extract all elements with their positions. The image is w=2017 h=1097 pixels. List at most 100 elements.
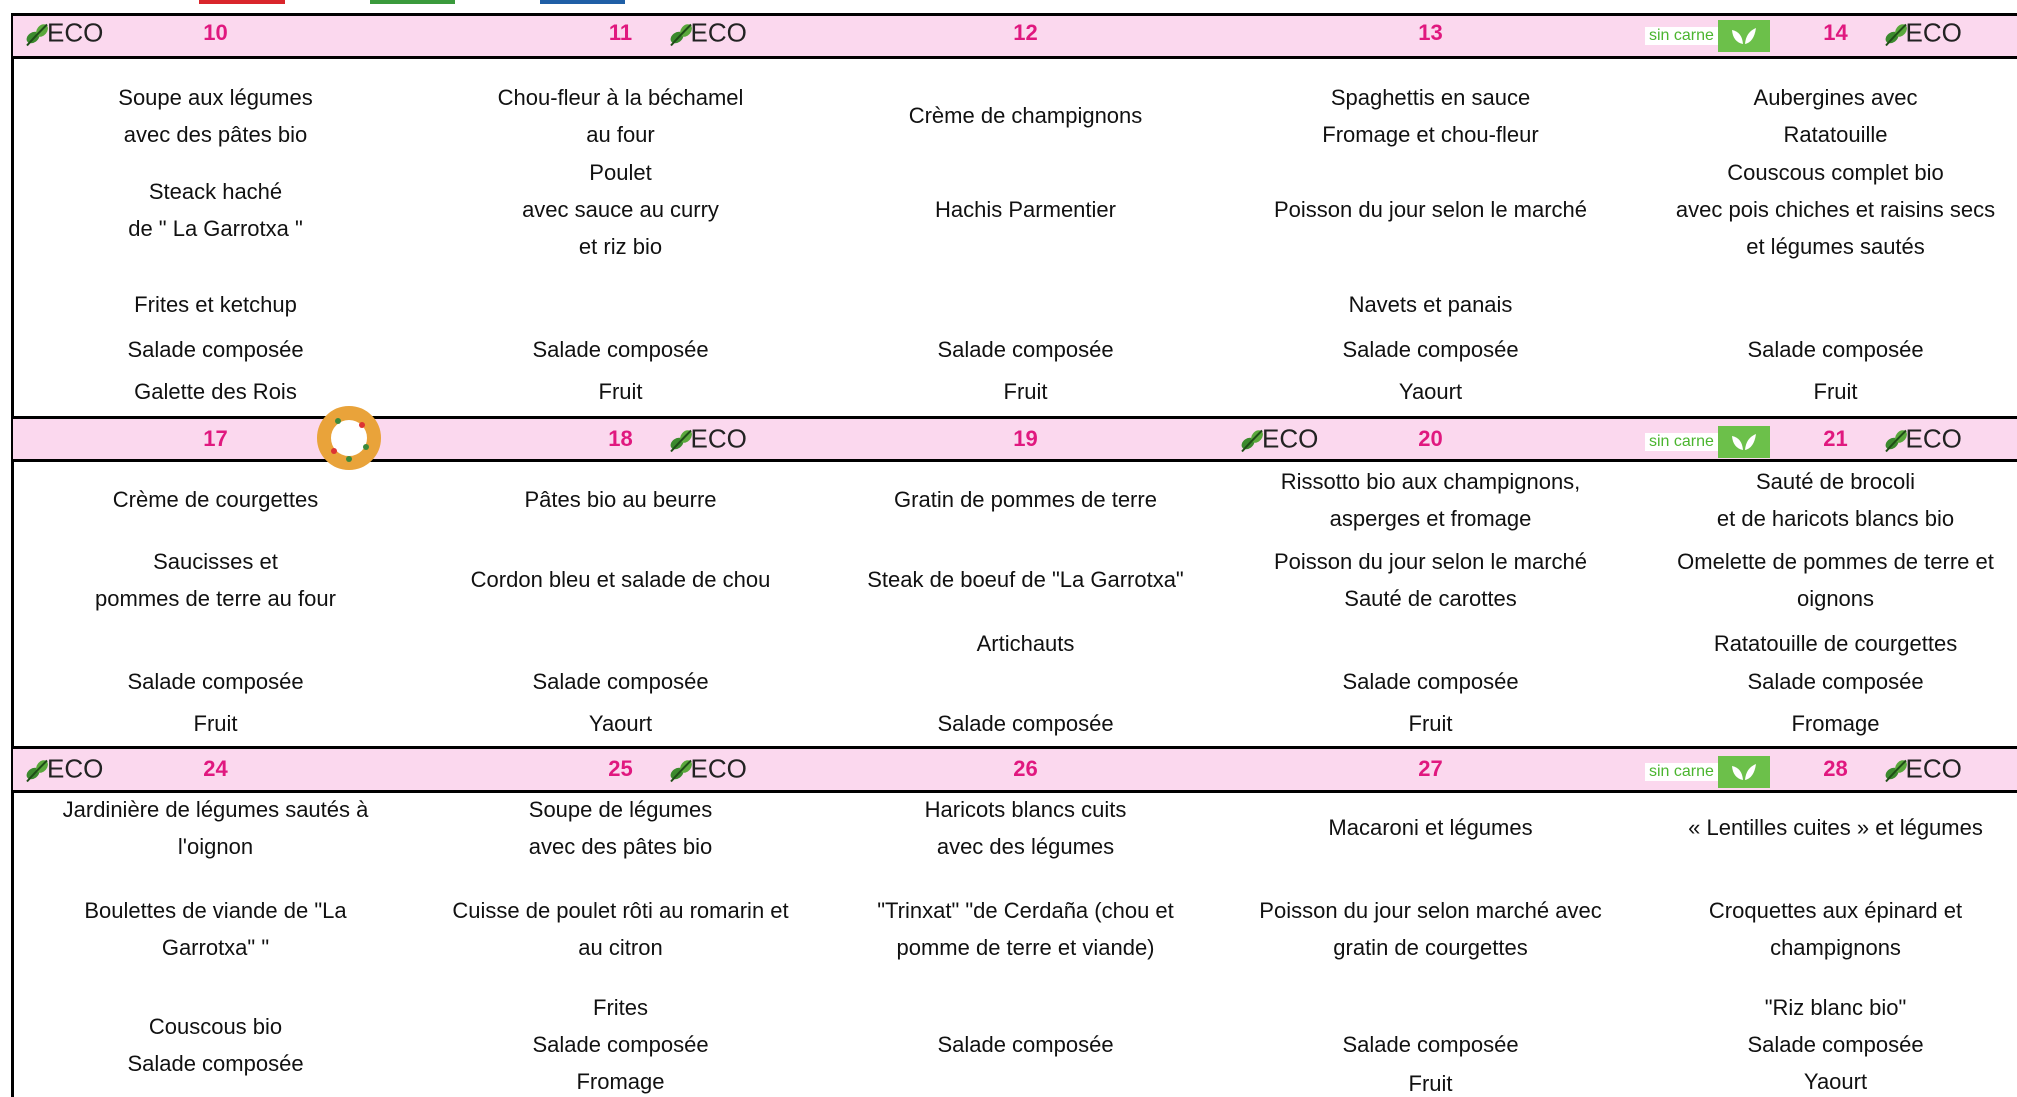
menu-item: Fruit: [598, 379, 643, 404]
menu-item: Salade composée: [937, 711, 1114, 736]
menu-item: Fruit: [1813, 379, 1858, 404]
menu-item: Sauté de carottes: [1344, 585, 1517, 611]
menu-item: Omelette de pommes de terre et: [1677, 548, 1994, 574]
menu-item: Salade composée: [532, 1032, 709, 1057]
menu-item: pomme de terre et viande): [896, 934, 1155, 960]
menu-item: et de haricots blancs bio: [1716, 505, 1955, 531]
sin-carne-badge: sin carne: [1645, 426, 1770, 458]
menu-item: Sauté de brocoli: [1756, 468, 1915, 494]
menu-item: Poisson du jour selon le marché: [1273, 548, 1588, 574]
sin-carne-text: sin carne: [1645, 433, 1718, 451]
menu-item: Salade composée: [1747, 337, 1924, 362]
menu-item: avec pois chiches et raisins secs: [1675, 197, 1996, 222]
eco-leaf: [669, 759, 692, 782]
eco-leaf: [1884, 23, 1907, 46]
menu-item: Artichauts: [976, 631, 1075, 656]
menu-item: de " La Garrotxa ": [128, 215, 303, 241]
eco-badge: ECO: [667, 424, 747, 455]
menu-item: l'oignon: [177, 833, 254, 859]
menu-item: Rissotto bio aux champignons,: [1280, 468, 1581, 494]
menu-item: oignons: [1796, 585, 1875, 611]
day-number: 25: [608, 756, 633, 781]
menu-item: Fruit: [1408, 1071, 1453, 1096]
menu-item: Haricots blancs cuits: [924, 796, 1127, 822]
eco-leaf: [669, 429, 692, 452]
eco-leaf: [1884, 429, 1907, 452]
menu-item: Steack haché: [148, 178, 283, 204]
menu-item: Saucisses et: [153, 548, 278, 574]
menu-item: Spaghettis en sauce: [1330, 84, 1531, 110]
menu-item: Salade composée: [1747, 1032, 1924, 1057]
day-number: 13: [1418, 20, 1443, 45]
menu-item: Aubergines avec: [1753, 84, 1918, 110]
top-strip-blue: [540, 0, 625, 4]
menu-item: avec des pâtes bio: [528, 833, 713, 859]
menu-item: Salade composée: [1342, 337, 1519, 362]
menu-item: « Lentilles cuites » et légumes: [1688, 815, 1983, 840]
day-number: 28: [1823, 756, 1848, 781]
eco-text: ECO: [690, 17, 747, 48]
menu-item: Crème de courgettes: [112, 487, 319, 512]
menu-item: Salade composée: [1342, 1032, 1519, 1057]
day-number: 24: [203, 756, 228, 781]
menu-item: Jardinière de légumes sautés à: [62, 796, 369, 822]
menu-item: Pâtes bio au beurre: [524, 487, 717, 512]
menu-item: Steak de boeuf de "La Garrotxa": [867, 567, 1184, 592]
menu-item: Frites et ketchup: [134, 292, 297, 317]
menu-item: "Trinxat" "de Cerdaña (chou et: [877, 897, 1174, 923]
menu-item: Soupe aux légumes: [118, 84, 313, 110]
eco-badge: ECO: [667, 18, 747, 49]
menu-item: Macaroni et légumes: [1328, 815, 1533, 840]
sin-carne-badge: sin carne: [1645, 756, 1770, 788]
menu-item: Fruit: [193, 711, 238, 736]
eco-badge: ECO: [667, 754, 747, 785]
day-number: 21: [1823, 426, 1848, 451]
sin-carne-badge: sin carne: [1645, 20, 1770, 52]
eco-text: ECO: [690, 753, 747, 784]
eco-leaf: [26, 759, 48, 782]
menu-item: Chou-fleur à la béchamel: [497, 84, 744, 110]
menu-item: Navets et panais: [1348, 292, 1513, 317]
eco-text: ECO: [1905, 17, 1962, 48]
menu-item: pommes de terre au four: [95, 585, 336, 611]
menu-item: Poisson du jour selon le marché: [1273, 197, 1588, 222]
menu-item: avec des légumes: [936, 833, 1115, 859]
menu-item: au citron: [578, 934, 663, 960]
eco-text: ECO: [690, 423, 747, 454]
eco-leaf: [1241, 429, 1263, 452]
eco-leaf: [669, 23, 692, 46]
menu-item: "Riz blanc bio": [1764, 995, 1907, 1020]
day-number: 17: [203, 426, 228, 451]
menu-item: Fruit: [1408, 711, 1453, 736]
menu-item: Cordon bleu et salade de chou: [470, 567, 771, 592]
eco-badge: ECO: [23, 18, 103, 49]
eco-text: ECO: [47, 753, 104, 784]
menu-item: gratin de courgettes: [1333, 934, 1528, 960]
menu-item: Salade composée: [937, 1032, 1114, 1057]
menu-item: Salade composée: [937, 337, 1114, 362]
menu-item: et légumes sautés: [1746, 234, 1925, 259]
menu-item: Cuisse de poulet rôti au romarin et: [452, 897, 789, 923]
menu-item: et riz bio: [578, 234, 663, 259]
top-strip-green: [370, 0, 455, 4]
menu-item: Fromage et chou-fleur: [1322, 121, 1539, 147]
eco-text: ECO: [1262, 423, 1319, 454]
menu-item: avec des pâtes bio: [123, 121, 308, 147]
eco-badge: ECO: [1882, 18, 1962, 49]
menu-item: asperges et fromage: [1329, 505, 1532, 531]
menu-item: Frites: [593, 995, 648, 1020]
menu-item: Hachis Parmentier: [935, 197, 1116, 222]
menu-item: Garrotxa" ": [161, 934, 270, 960]
menu-item: Salade composée: [127, 337, 304, 362]
menu-item: Salade composée: [1342, 669, 1519, 694]
sin-carne-icon: [1717, 20, 1770, 52]
day-number: 10: [203, 20, 228, 45]
eco-badge: ECO: [1882, 754, 1962, 785]
day-number: 11: [608, 20, 633, 45]
menu-item: Yaourt: [1398, 379, 1463, 404]
menu-item: Yaourt: [588, 711, 653, 736]
menu-item: Crème de champignons: [908, 103, 1143, 128]
galette-icon: [316, 405, 382, 471]
day-number: 26: [1013, 756, 1038, 781]
